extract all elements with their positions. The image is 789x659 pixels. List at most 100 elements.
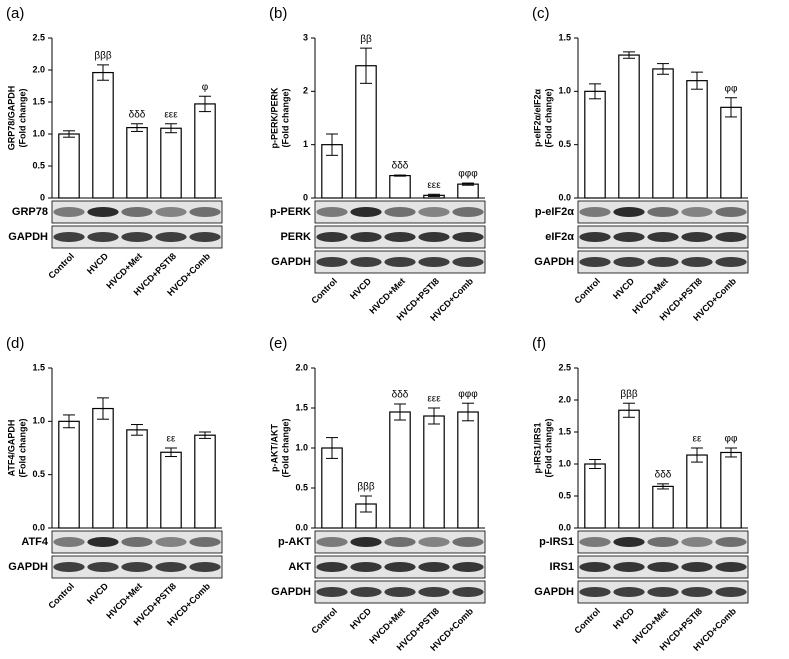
error-bar bbox=[97, 64, 109, 81]
x-tick-label: Control bbox=[572, 276, 602, 306]
y-axis-label: (Fold change) bbox=[543, 89, 553, 148]
blot-band bbox=[452, 562, 484, 572]
blot-band bbox=[681, 207, 713, 217]
x-tick-label: Control bbox=[46, 581, 76, 611]
y-tick-label: 3 bbox=[303, 32, 308, 42]
x-tick-label: HVCD bbox=[85, 251, 110, 276]
x-tick-label: HVCD bbox=[611, 606, 636, 631]
blot-band bbox=[53, 232, 85, 242]
bar bbox=[686, 454, 708, 529]
x-tick-label: HVCD bbox=[611, 276, 636, 301]
blot-band bbox=[715, 537, 747, 547]
blot-band bbox=[189, 207, 221, 217]
panel-label: (c) bbox=[532, 5, 550, 22]
blot-band bbox=[613, 587, 645, 597]
bar bbox=[652, 68, 674, 199]
blot-band bbox=[613, 562, 645, 572]
error-bar bbox=[462, 182, 474, 186]
bar bbox=[194, 434, 216, 529]
blot-band bbox=[715, 232, 747, 242]
blot-band bbox=[579, 207, 611, 217]
blot-band bbox=[316, 562, 348, 572]
bar bbox=[720, 106, 742, 199]
y-tick-label: 0.0 bbox=[558, 522, 571, 532]
y-tick-label: 0.0 bbox=[558, 192, 571, 202]
blot-band bbox=[87, 537, 119, 547]
error-bar bbox=[589, 459, 601, 469]
y-tick-label: 1 bbox=[303, 139, 308, 149]
bar bbox=[389, 175, 411, 199]
blot-band bbox=[681, 562, 713, 572]
y-axis-label: (Fold change) bbox=[17, 89, 27, 148]
blot-band bbox=[452, 257, 484, 267]
significance-label: βββ bbox=[620, 389, 638, 400]
blot-band bbox=[681, 587, 713, 597]
blot-band bbox=[647, 562, 679, 572]
bar bbox=[720, 451, 742, 529]
y-tick-label: 1.0 bbox=[32, 416, 45, 426]
bar bbox=[423, 415, 445, 529]
significance-label: εεε bbox=[427, 180, 441, 191]
panel-label: (b) bbox=[269, 5, 287, 22]
error-bar bbox=[394, 403, 406, 421]
blot-band bbox=[121, 537, 153, 547]
blot-label: GAPDH bbox=[271, 256, 311, 268]
significance-label: εεε bbox=[427, 394, 441, 405]
error-bar bbox=[131, 123, 143, 132]
bar bbox=[321, 447, 343, 529]
bar bbox=[584, 463, 606, 529]
y-axis-label: (Fold change) bbox=[17, 419, 27, 478]
blot-band bbox=[189, 232, 221, 242]
error-bar bbox=[462, 402, 474, 422]
x-tick-label: HVCD bbox=[348, 276, 373, 301]
y-axis-label: p-IRS1/IRS1 bbox=[532, 422, 542, 473]
y-axis-label: ATF4/GAPDH bbox=[6, 420, 16, 477]
error-bar bbox=[360, 47, 372, 84]
blot-label: GAPDH bbox=[534, 586, 574, 598]
bar bbox=[194, 103, 216, 199]
y-tick-label: 0.5 bbox=[558, 139, 571, 149]
blot-band bbox=[715, 207, 747, 217]
y-tick-label: 1.5 bbox=[32, 96, 45, 106]
bar bbox=[92, 71, 114, 199]
y-tick-label: 0 bbox=[40, 192, 45, 202]
blot-band bbox=[384, 232, 416, 242]
blot-band bbox=[452, 537, 484, 547]
error-bar bbox=[326, 437, 338, 459]
error-bar bbox=[131, 424, 143, 436]
blot-band bbox=[418, 562, 450, 572]
blot-band bbox=[647, 232, 679, 242]
blot-band bbox=[681, 232, 713, 242]
blot-band bbox=[53, 562, 85, 572]
y-axis-label: (Fold change) bbox=[543, 419, 553, 478]
blot-band bbox=[715, 257, 747, 267]
blot-band bbox=[316, 257, 348, 267]
error-bar bbox=[199, 431, 211, 439]
panel-label: (d) bbox=[6, 335, 24, 352]
y-axis-label: (Fold change) bbox=[280, 89, 290, 148]
blot-band bbox=[579, 232, 611, 242]
y-tick-label: 1.0 bbox=[558, 458, 571, 468]
blot-band bbox=[155, 537, 187, 547]
significance-label: φφφ bbox=[458, 169, 478, 180]
bar bbox=[355, 65, 377, 199]
blot-label: ATF4 bbox=[21, 536, 49, 548]
blot-band bbox=[418, 257, 450, 267]
significance-label: εεε bbox=[164, 109, 178, 120]
panel-label: (f) bbox=[532, 335, 546, 352]
blot-band bbox=[579, 537, 611, 547]
blot-band bbox=[384, 562, 416, 572]
blot-band bbox=[681, 537, 713, 547]
blot-band bbox=[350, 232, 382, 242]
bar bbox=[686, 80, 708, 199]
blot-band bbox=[613, 537, 645, 547]
blot-band bbox=[715, 587, 747, 597]
blot-band bbox=[579, 257, 611, 267]
bar bbox=[160, 451, 182, 529]
blot-band bbox=[418, 232, 450, 242]
y-tick-label: 2.5 bbox=[32, 32, 45, 42]
y-axis-label: (Fold change) bbox=[280, 419, 290, 478]
blot-band bbox=[579, 587, 611, 597]
x-tick-label: Control bbox=[309, 606, 339, 636]
